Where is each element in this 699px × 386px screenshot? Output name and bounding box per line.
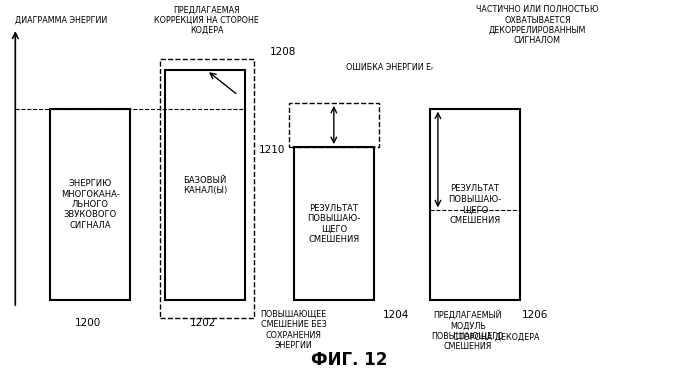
- Bar: [160, 59, 254, 318]
- Text: СТОРОНА ДЕКОДЕРА: СТОРОНА ДЕКОДЕРА: [452, 333, 539, 342]
- Text: 1202: 1202: [190, 318, 217, 328]
- Text: ДИАГРАММА ЭНЕРГИИ: ДИАГРАММА ЭНЕРГИИ: [15, 15, 108, 24]
- Text: 1210: 1210: [259, 145, 285, 155]
- Text: 1206: 1206: [522, 310, 549, 320]
- Text: ЧАСТИЧНО ИЛИ ПОЛНОСТЬЮ
ОХВАТЫВАЕТСЯ
ДЕКОРРЕЛИРОВАННЫМ
СИГНАЛОМ: ЧАСТИЧНО ИЛИ ПОЛНОСТЬЮ ОХВАТЫВАЕТСЯ ДЕКО…: [476, 5, 599, 46]
- Text: 1200: 1200: [75, 318, 101, 328]
- Text: ПРЕДЛАГАЕМЫЙ
МОДУЛЬ
ПОВЫШАЮЩЕГО
СМЕШЕНИЯ: ПРЕДЛАГАЕМЫЙ МОДУЛЬ ПОВЫШАЮЩЕГО СМЕШЕНИЯ: [432, 310, 504, 351]
- Text: ЭНЕРГИЮ
МНОГОКАНА-
ЛЬНОГО
ЗВУКОВОГО
СИГНАЛА: ЭНЕРГИЮ МНОГОКАНА- ЛЬНОГО ЗВУКОВОГО СИГН…: [61, 179, 120, 230]
- Text: ПРЕДЛАГАЕМАЯ
КОРРЕКЦИЯ НА СТОРОНЕ
КОДЕРА: ПРЕДЛАГАЕМАЯ КОРРЕКЦИЯ НА СТОРОНЕ КОДЕРА: [154, 5, 259, 35]
- Text: БАЗОВЫЙ
КАНАЛ(Ы): БАЗОВЫЙ КАНАЛ(Ы): [183, 176, 227, 195]
- Text: РЕЗУЛЬТАТ
ПОВЫШАЮ-
ЩЕГО
СМЕШЕНИЯ: РЕЗУЛЬТАТ ПОВЫШАЮ- ЩЕГО СМЕШЕНИЯ: [448, 185, 501, 225]
- Bar: [50, 109, 130, 300]
- Text: 1204: 1204: [383, 310, 410, 320]
- Text: 1208: 1208: [269, 47, 296, 58]
- Bar: [294, 147, 374, 300]
- Bar: [430, 109, 520, 300]
- Bar: [289, 103, 380, 147]
- Text: РЕЗУЛЬТАТ
ПОВЫШАЮ-
ЩЕГО
СМЕШЕНИЯ: РЕЗУЛЬТАТ ПОВЫШАЮ- ЩЕГО СМЕШЕНИЯ: [307, 203, 361, 244]
- Text: ПОВЫШАЮЩЕЕ
СМЕШЕНИЕ БЕЗ
СОХРАНЕНИЯ
ЭНЕРГИИ: ПОВЫШАЮЩЕЕ СМЕШЕНИЕ БЕЗ СОХРАНЕНИЯ ЭНЕРГ…: [261, 310, 327, 350]
- Text: ОШИБКА ЭНЕРГИИ Еᵣ: ОШИБКА ЭНЕРГИИ Еᵣ: [346, 63, 433, 72]
- Bar: [165, 70, 245, 300]
- Text: ФИГ. 12: ФИГ. 12: [311, 351, 388, 369]
